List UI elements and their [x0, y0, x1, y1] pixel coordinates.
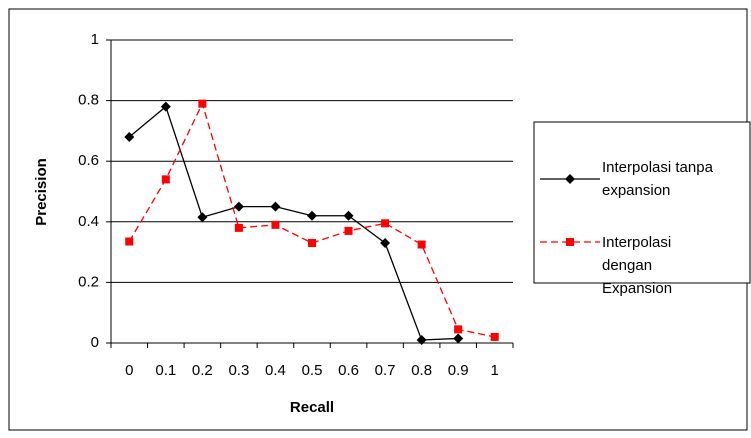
- x-tick-label: 0.7: [375, 362, 396, 379]
- data-point: [233, 201, 244, 212]
- data-point: [161, 175, 170, 184]
- legend-label: Interpolasi dengan Expansion: [602, 234, 673, 297]
- x-axis-title: Recall: [290, 399, 334, 416]
- data-point: [271, 220, 280, 229]
- data-point: [198, 99, 207, 108]
- data-point: [307, 210, 317, 221]
- data-point: [490, 332, 499, 341]
- data-point: [160, 101, 171, 112]
- y-tick-label: 0.2: [78, 273, 99, 290]
- x-tick-label: 0.3: [228, 362, 249, 379]
- data-point: [381, 219, 390, 228]
- data-point: [416, 334, 427, 345]
- legend-marker: [565, 174, 575, 184]
- data-point: [270, 201, 281, 212]
- data-point: [197, 212, 208, 223]
- legend-label: Interpolasi tanpa expansion: [602, 159, 713, 199]
- legend-marker: [566, 238, 574, 246]
- data-point: [453, 333, 464, 344]
- y-tick-label: 1: [91, 31, 99, 48]
- y-tick-label: 0.8: [78, 92, 99, 109]
- data-point: [380, 238, 391, 249]
- x-tick-label: 0.4: [265, 362, 286, 379]
- data-point: [454, 325, 463, 334]
- y-tick-label: 0.6: [78, 152, 99, 169]
- data-point: [125, 237, 134, 246]
- y-axis-title: Precision: [33, 158, 50, 226]
- data-point: [417, 240, 426, 249]
- x-tick-label: 0.1: [155, 362, 176, 379]
- x-tick-label: 1: [491, 362, 499, 379]
- y-tick-label: 0: [91, 334, 99, 351]
- x-tick-label: 0.5: [302, 362, 323, 379]
- legend-box: [533, 121, 751, 284]
- data-point: [234, 223, 243, 232]
- x-tick-label: 0.9: [448, 362, 469, 379]
- data-point: [124, 131, 135, 142]
- data-point: [343, 210, 354, 221]
- x-tick-label: 0.6: [338, 362, 359, 379]
- series-line: [128, 105, 459, 341]
- y-tick-label: 0.4: [78, 213, 99, 230]
- x-tick-label: 0.2: [192, 362, 213, 379]
- x-tick-label: 0.8: [411, 362, 432, 379]
- data-point: [308, 239, 316, 248]
- data-point: [344, 226, 353, 235]
- x-tick-label: 0: [125, 362, 133, 379]
